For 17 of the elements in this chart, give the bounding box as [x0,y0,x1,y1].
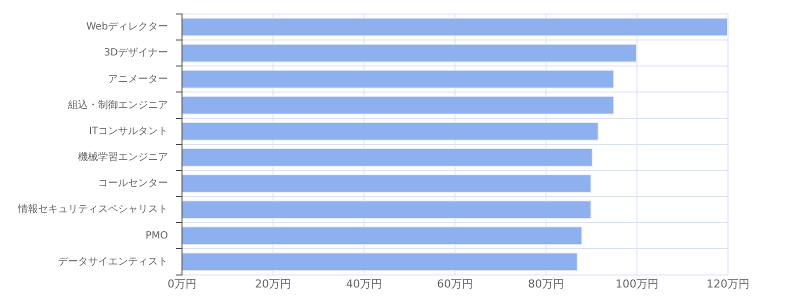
y-tick-label: ITコンサルタント [88,126,168,137]
x-tick-label: 20万円 [255,277,291,290]
y-tick-label: 機械学習エンジニア [78,151,168,164]
y-tick-label: アニメーター [108,74,168,85]
x-tick-label: 60万円 [437,277,473,290]
y-tick-label: Webディレクター [86,22,168,33]
x-tick-label: 0万円 [168,277,196,290]
y-tick-label: データサイエンティスト [58,256,168,268]
y-tick-label: コールセンター [98,178,168,190]
x-tick-label: 80万円 [528,277,564,290]
x-tick-label: 120万円 [706,277,750,290]
y-tick-label: 3Dデザイナー [104,48,168,59]
x-tick-label: 40万円 [346,277,382,290]
y-tick-label: 情報セキュリティスペシャリスト [17,203,168,216]
x-tick-label: 100万円 [616,277,658,290]
y-tick-label: 組込・制御エンジニア [67,98,168,111]
y-tick-label: PMO [145,230,168,242]
